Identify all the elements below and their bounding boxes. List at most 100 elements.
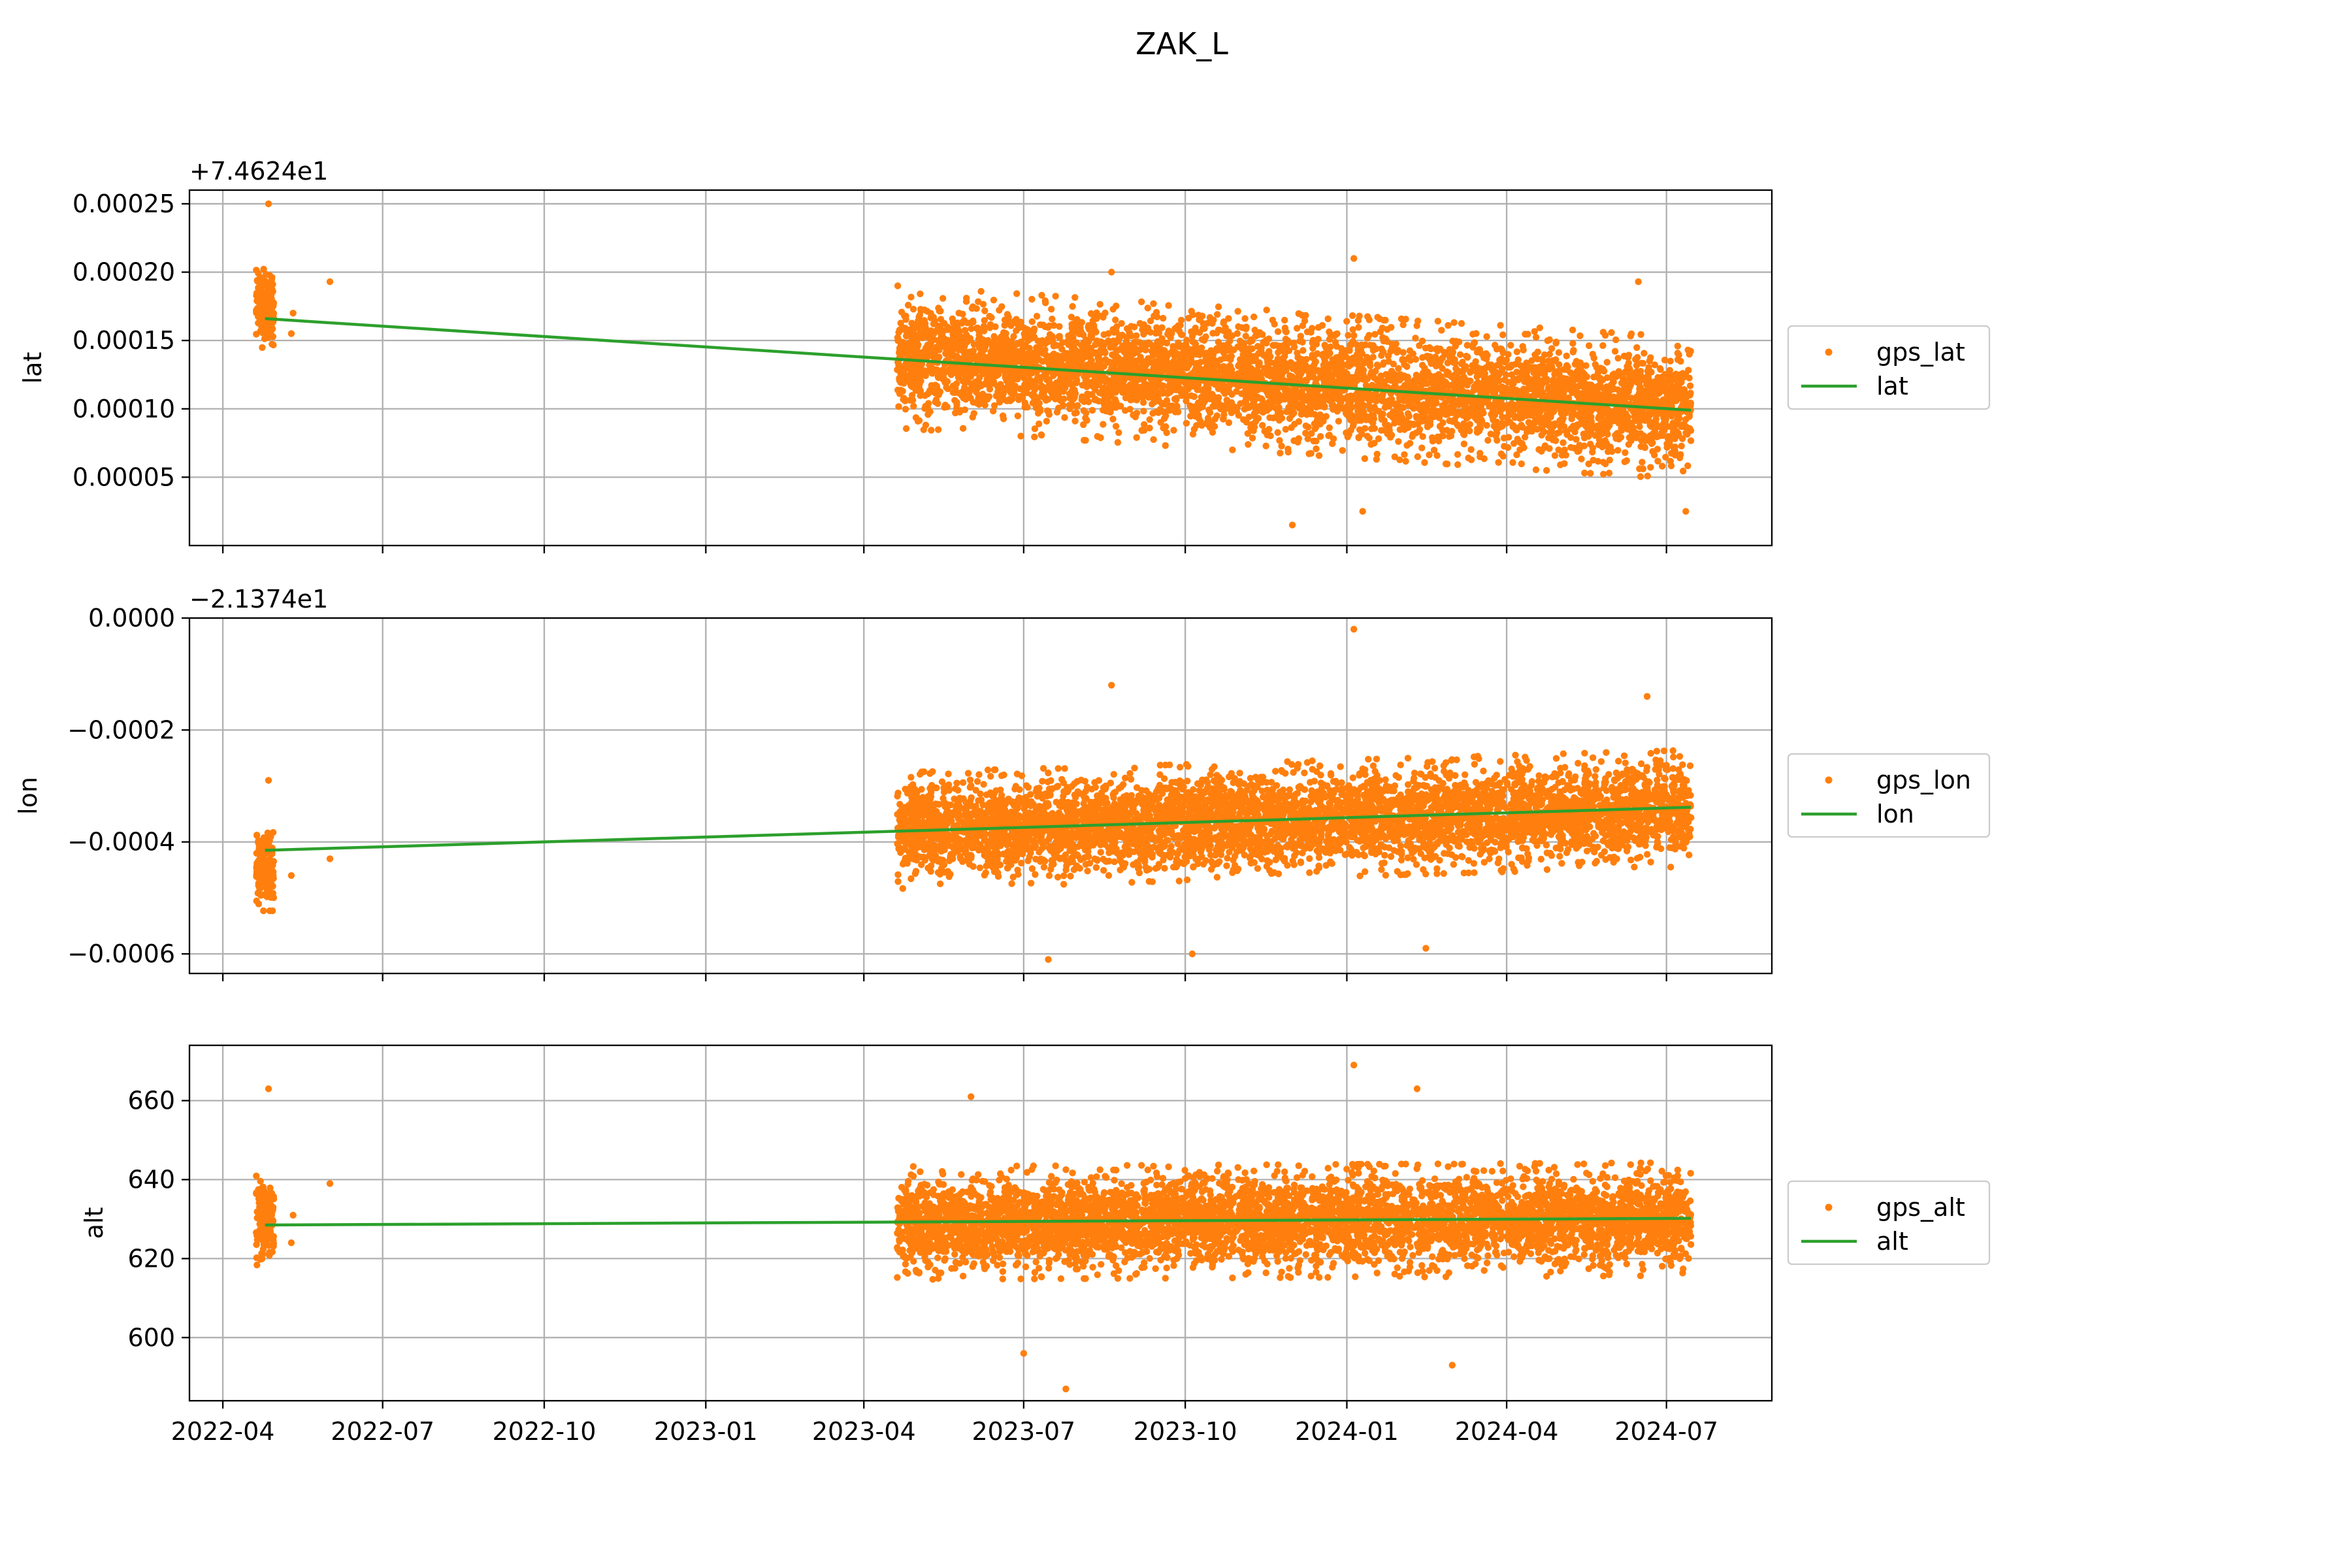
data-point: [1109, 416, 1117, 423]
data-point: [1473, 380, 1480, 387]
data-point: [1405, 402, 1413, 409]
data-point: [1047, 335, 1054, 342]
data-point: [1388, 432, 1396, 439]
data-point: [1233, 330, 1241, 337]
data-point: [1364, 335, 1371, 342]
data-point: [1625, 388, 1632, 395]
data-point: [1250, 353, 1258, 360]
data-point: [1112, 423, 1120, 430]
data-point: [1522, 331, 1529, 338]
data-point: [1196, 415, 1203, 423]
data-point: [1484, 436, 1492, 444]
data-point: [1362, 382, 1370, 389]
data-point: [1154, 376, 1161, 384]
data-point: [1365, 316, 1373, 323]
data-point: [1465, 454, 1472, 462]
data-point: [1177, 316, 1185, 324]
data-point: [1507, 342, 1514, 349]
data-point: [1347, 416, 1354, 424]
data-point: [1034, 374, 1041, 382]
data-point: [1381, 404, 1389, 411]
data-point: [1235, 382, 1243, 390]
data-point: [1170, 365, 1177, 373]
data-point: [1162, 423, 1169, 431]
data-point: [1478, 417, 1486, 425]
data-point: [1637, 331, 1644, 338]
data-point: [1369, 353, 1377, 361]
data-point: [1395, 438, 1402, 445]
data-point: [1492, 370, 1499, 378]
data-point: [1150, 436, 1157, 443]
data-point: [1553, 368, 1560, 375]
data-point: [1587, 470, 1594, 477]
data-point: [1380, 337, 1387, 345]
data-point: [1451, 416, 1458, 423]
data-point: [1674, 350, 1682, 357]
data-point: [1288, 411, 1296, 419]
data-point: [1552, 385, 1560, 393]
data-point: [1584, 427, 1592, 434]
data-point: [1220, 318, 1228, 325]
data-point: [1541, 428, 1548, 436]
data-point: [1674, 356, 1682, 363]
data-point: [1400, 397, 1408, 404]
data-point: [1137, 388, 1144, 395]
data-point: [981, 317, 988, 324]
data-point: [1369, 382, 1376, 389]
data-point: [1498, 384, 1505, 392]
data-point: [1416, 342, 1423, 350]
data-point: [1173, 402, 1181, 410]
data-point: [1246, 358, 1253, 366]
data-point: [1664, 378, 1672, 385]
data-point: [1601, 367, 1608, 375]
data-point: [979, 301, 987, 308]
data-point: [1071, 294, 1079, 301]
data-point: [1269, 414, 1277, 421]
data-point: [1334, 371, 1342, 378]
data-point: [1346, 358, 1353, 365]
data-point: [1002, 330, 1009, 337]
data-point: [953, 329, 960, 337]
data-point: [929, 387, 937, 395]
data-point: [1329, 440, 1336, 448]
data-point: [263, 329, 270, 336]
data-point: [921, 330, 929, 337]
data-point: [1374, 314, 1381, 321]
data-point: [1275, 417, 1283, 424]
data-point: [1519, 343, 1526, 350]
data-point: [1499, 453, 1507, 460]
data-point: [1041, 323, 1049, 331]
data-point: [1667, 436, 1674, 443]
data-point: [1426, 451, 1433, 459]
data-point: [1603, 359, 1610, 366]
data-point: [1556, 361, 1563, 368]
data-point: [1298, 411, 1305, 418]
data-point: [1674, 379, 1682, 386]
data-point: [1430, 446, 1438, 454]
data-point: [1611, 348, 1619, 355]
data-point: [1262, 442, 1269, 449]
data-point: [1234, 308, 1241, 315]
data-point: [1373, 455, 1380, 463]
data-point: [956, 408, 964, 416]
data-point: [253, 276, 261, 284]
data-point: [1497, 408, 1504, 416]
data-point: [1183, 336, 1190, 344]
data-point: [1667, 457, 1674, 465]
data-point: [1147, 329, 1154, 336]
data-point: [1384, 352, 1392, 360]
data-point: [1343, 347, 1350, 354]
data-point: [1354, 369, 1362, 376]
data-point: [1666, 367, 1673, 374]
data-point: [1406, 347, 1414, 354]
data-point: [1115, 429, 1122, 436]
data-point: [962, 374, 969, 382]
data-point: [1093, 309, 1100, 316]
data-point: [1105, 408, 1113, 416]
data-point: [1414, 318, 1422, 325]
data-point: [1560, 402, 1567, 410]
data-point: [1674, 342, 1682, 350]
data-point: [1066, 395, 1074, 402]
data-point: [915, 341, 922, 348]
data-point: [1475, 346, 1483, 353]
